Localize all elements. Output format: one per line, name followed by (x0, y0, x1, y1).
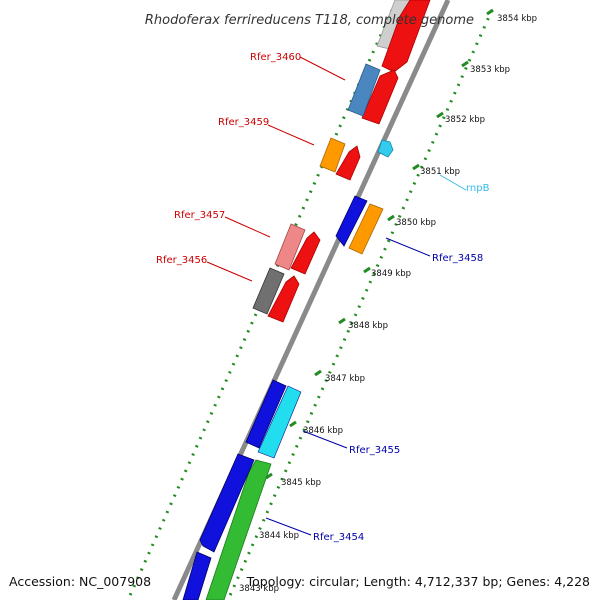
tick-label: 3851 kbp (420, 167, 460, 177)
leader-3454 (265, 517, 312, 536)
gene-label-rfer-3459[interactable]: Rfer_3459 (218, 117, 269, 128)
gene-label-rfer-3457[interactable]: Rfer_3457 (174, 210, 225, 221)
tick-mark (338, 317, 346, 325)
tick-mark (461, 60, 469, 68)
gene-label-rfer-3460[interactable]: Rfer_3460 (250, 52, 301, 63)
tick-mark (314, 369, 322, 377)
gene-red-3459 (335, 145, 361, 181)
gene-red-3456 (267, 275, 300, 323)
tick-mark (412, 163, 420, 171)
forward-genes (205, 0, 431, 601)
gene-blue-3455 (245, 379, 287, 449)
tick-label: 3854 kbp (497, 14, 537, 24)
leader-3460 (299, 56, 346, 81)
leader-3459 (267, 124, 315, 146)
leader-rnpB (439, 174, 467, 191)
gene-gray-3456 (252, 267, 285, 315)
leader-3455 (302, 430, 348, 449)
leader-3457 (224, 216, 271, 238)
gene-red-3457 (290, 231, 321, 275)
label-leaders (206, 56, 467, 536)
tick-label: 3853 kbp (470, 65, 510, 75)
gene-cyan-3455 (257, 385, 302, 459)
tick-mark (387, 214, 395, 222)
gene-labels: Rfer_3460 Rfer_3459 Rfer_3457 Rfer_3456 … (156, 52, 490, 543)
accession-text: Accession: NC_007908 (9, 574, 151, 589)
gene-label-rfer-3458[interactable]: Rfer_3458 (432, 253, 483, 264)
gene-orange-3458 (348, 203, 384, 255)
gene-rnpB (377, 139, 394, 158)
tick-label: 3847 kbp (325, 374, 365, 384)
leader-3458 (385, 237, 431, 257)
tick-mark (436, 111, 444, 119)
reverse-genes (182, 63, 381, 601)
gene-blue-3454 (199, 453, 255, 553)
tick-labels: 3854 kbp 3853 kbp 3852 kbp 3851 kbp 3850… (239, 14, 537, 594)
gene-label-rfer-3456[interactable]: Rfer_3456 (156, 255, 207, 266)
gene-label-rfer-3454[interactable]: Rfer_3454 (313, 532, 364, 543)
gene-label-rfer-3455[interactable]: Rfer_3455 (349, 445, 400, 456)
tick-label: 3845 kbp (281, 478, 321, 488)
gene-orange-3459 (319, 137, 346, 173)
gene-blue-3458 (335, 195, 368, 247)
tick-mark (289, 420, 297, 428)
tick-mark (265, 472, 273, 480)
tick-mark (363, 266, 371, 274)
tick-label: 3846 kbp (303, 426, 343, 436)
topology-info-text: Topology: circular; Length: 4,712,337 bp… (246, 574, 590, 589)
tick-mark (486, 8, 494, 16)
tick-label: 3852 kbp (445, 115, 485, 125)
gene-steelblue-3460 (347, 63, 381, 117)
tick-label: 3849 kbp (371, 269, 411, 279)
leader-3456 (206, 261, 253, 282)
tick-label: 3848 kbp (348, 321, 388, 331)
map-title: Rhodoferax ferrireducens T118, complete … (145, 13, 474, 28)
gene-pink-3457 (274, 223, 306, 271)
tick-label: 3844 kbp (259, 531, 299, 541)
gene-label-rnpb[interactable]: rnpB (466, 183, 490, 194)
tick-label: 3850 kbp (396, 218, 436, 228)
tick-label: 3843 kbp (239, 584, 279, 594)
